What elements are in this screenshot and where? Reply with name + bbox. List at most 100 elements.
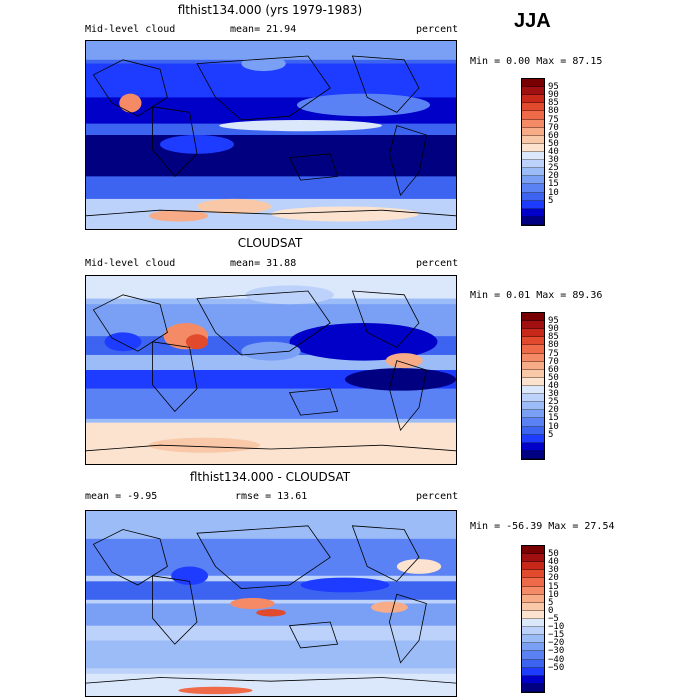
- colorbar-tick-label: 85: [548, 332, 559, 343]
- colorbar-swatch: [522, 345, 544, 354]
- colorbar-swatch: [522, 434, 544, 443]
- colorbar-tick-label: 75: [548, 348, 559, 359]
- panel-3-title: flthist134.000 - CLOUDSAT: [189, 470, 351, 484]
- colorbar-swatch: [522, 635, 544, 644]
- panel-2-map: [85, 275, 457, 465]
- colorbar-tick-label: 60: [548, 364, 559, 375]
- colorbar-tick-label: 95: [548, 82, 559, 93]
- colorbar-tick-label: 0: [548, 605, 554, 616]
- colorbar-swatch: [522, 176, 544, 185]
- colorbar-tick-label: 10: [548, 421, 559, 432]
- colorbar-swatch: [522, 450, 544, 459]
- panel-3-colorbar-ticks: 50 40 30 20 15 10 5 0 −5 −10 −15 −20 −30 −40 −50: [548, 545, 588, 691]
- colorbar-swatch: [522, 160, 544, 169]
- colorbar-tick-label: −50: [548, 662, 565, 673]
- colorbar-swatch: [522, 127, 544, 136]
- colorbar-swatch: [522, 554, 544, 563]
- colorbar-tick-label: 50: [548, 372, 559, 383]
- colorbar-swatch: [522, 578, 544, 587]
- colorbar-swatch: [522, 643, 544, 652]
- map-field: [86, 41, 456, 229]
- colorbar-swatch: [522, 426, 544, 435]
- colorbar-tick-label: 90: [548, 90, 559, 101]
- colorbar-swatch: [522, 135, 544, 144]
- colorbar-tick-label: 5: [548, 597, 554, 608]
- panel-1-colorbar-ticks: 95 90 85 80 75 70 60 50 40 30 25 20 15 10 5: [548, 78, 588, 224]
- colorbar-swatch: [522, 200, 544, 209]
- colorbar-tick-label: 95: [548, 316, 559, 327]
- colorbar-swatch: [522, 95, 544, 104]
- panel-2-colorbar-ticks: 95 90 85 80 75 70 60 50 40 30 25 20 15 10 5: [548, 312, 588, 458]
- colorbar-swatch: [522, 151, 544, 161]
- colorbar-swatch: [522, 103, 544, 112]
- panel-3-left-label: mean = -9.95: [85, 491, 158, 502]
- colorbar-tick-label: −15: [548, 630, 565, 641]
- panel-3-colorbar: [521, 545, 545, 693]
- colorbar-swatch: [522, 313, 544, 322]
- colorbar-tick-label: 30: [548, 389, 559, 400]
- map-field: [86, 276, 456, 464]
- panel-1-center-label: mean= 21.94: [230, 24, 297, 35]
- panel-3-minmax: Min = -56.39 Max = 27.54: [470, 521, 615, 532]
- colorbar-swatch: [522, 602, 544, 611]
- colorbar-swatch: [522, 562, 544, 571]
- panel-3-map: [85, 510, 457, 697]
- colorbar-tick-label: 80: [548, 106, 559, 117]
- colorbar-tick-label: 25: [548, 397, 559, 408]
- colorbar-tick-label: 70: [548, 122, 559, 133]
- colorbar-swatch: [522, 168, 544, 177]
- colorbar-tick-label: 40: [548, 557, 559, 568]
- colorbar-tick-label: 75: [548, 114, 559, 125]
- panel-2-center-label: mean= 31.88: [230, 258, 297, 269]
- colorbar-tick-label: 20: [548, 405, 559, 416]
- colorbar-tick-label: 20: [548, 171, 559, 182]
- colorbar-tick-label: 15: [548, 413, 559, 424]
- colorbar-swatch: [522, 659, 544, 668]
- colorbar-tick-label: 5: [548, 195, 554, 206]
- colorbar-tick-label: 10: [548, 187, 559, 198]
- colorbar-swatch: [522, 683, 544, 692]
- colorbar-swatch: [522, 418, 544, 427]
- panel-2-title: CLOUDSAT: [237, 236, 303, 250]
- colorbar-swatch: [522, 192, 544, 201]
- colorbar-swatch: [522, 570, 544, 579]
- colorbar-tick-label: 70: [548, 356, 559, 367]
- colorbar-swatch: [522, 618, 544, 628]
- colorbar-swatch: [522, 442, 544, 451]
- panel-1-minmax: Min = 0.00 Max = 87.15: [470, 56, 603, 67]
- colorbar-tick-label: −10: [548, 622, 565, 633]
- colorbar-swatch: [522, 667, 544, 676]
- colorbar-swatch: [522, 651, 544, 660]
- colorbar-swatch: [522, 329, 544, 338]
- colorbar-swatch: [522, 79, 544, 88]
- panel-2-left-label: Mid-level cloud: [85, 258, 176, 269]
- colorbar-tick-label: 10: [548, 589, 559, 600]
- colorbar-swatch: [522, 337, 544, 346]
- colorbar-swatch: [522, 143, 544, 152]
- panel-2-colorbar: [521, 312, 545, 460]
- colorbar-swatch: [522, 586, 544, 595]
- colorbar-swatch: [522, 208, 544, 217]
- season-label: JJA: [514, 10, 551, 32]
- colorbar-tick-label: 15: [548, 179, 559, 190]
- colorbar-tick-label: 40: [548, 147, 559, 157]
- colorbar-tick-label: 30: [548, 565, 559, 576]
- colorbar-tick-label: 60: [548, 130, 559, 141]
- colorbar-swatch: [522, 627, 544, 636]
- colorbar-swatch: [522, 216, 544, 225]
- colorbar-swatch: [522, 546, 544, 555]
- colorbar-tick-label: 5: [548, 429, 554, 440]
- panel-1-title: flthist134.000 (yrs 1979-1983): [177, 3, 363, 17]
- colorbar-tick-label: 50: [548, 138, 559, 149]
- panel-2-minmax: Min = 0.01 Max = 89.36: [470, 290, 603, 301]
- colorbar-swatch: [522, 87, 544, 96]
- panel-1-left-label: Mid-level cloud: [85, 24, 176, 35]
- colorbar-swatch: [522, 353, 544, 362]
- colorbar-swatch: [522, 184, 544, 193]
- colorbar-tick-label: 90: [548, 324, 559, 335]
- panel-1-colorbar: [521, 78, 545, 226]
- panel-3-center-label: rmse = 13.61: [235, 491, 308, 502]
- colorbar-swatch: [522, 369, 544, 378]
- map-field: [86, 511, 456, 696]
- colorbar-tick-label: 50: [548, 549, 559, 560]
